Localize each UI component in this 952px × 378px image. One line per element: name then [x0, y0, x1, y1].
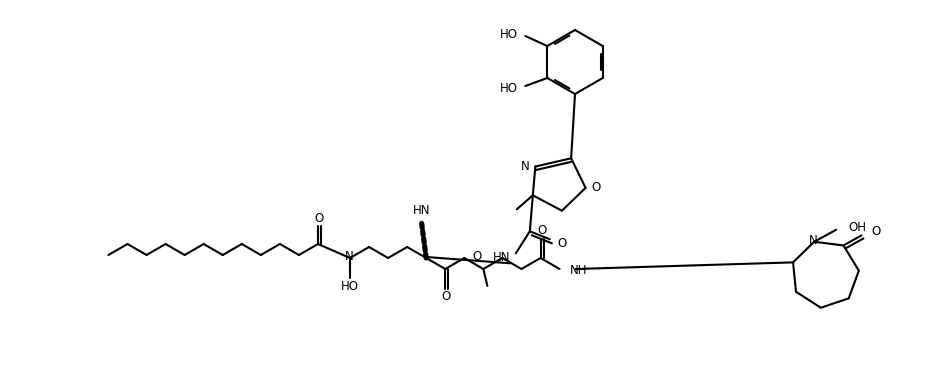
- Text: O: O: [558, 237, 567, 250]
- Text: HO: HO: [341, 280, 359, 293]
- Text: O: O: [537, 225, 546, 237]
- Text: N: N: [809, 234, 818, 247]
- Text: HO: HO: [501, 82, 518, 94]
- Text: NH: NH: [569, 265, 587, 277]
- Text: OH: OH: [848, 221, 866, 234]
- Text: O: O: [591, 181, 600, 194]
- Text: O: O: [442, 291, 451, 304]
- Text: HO: HO: [501, 28, 518, 40]
- Text: HN: HN: [412, 203, 430, 217]
- Text: O: O: [472, 251, 482, 263]
- Text: O: O: [314, 212, 324, 225]
- Text: N: N: [521, 160, 529, 173]
- Text: N: N: [345, 251, 353, 263]
- Text: HN: HN: [493, 251, 510, 264]
- Text: O: O: [871, 225, 881, 238]
